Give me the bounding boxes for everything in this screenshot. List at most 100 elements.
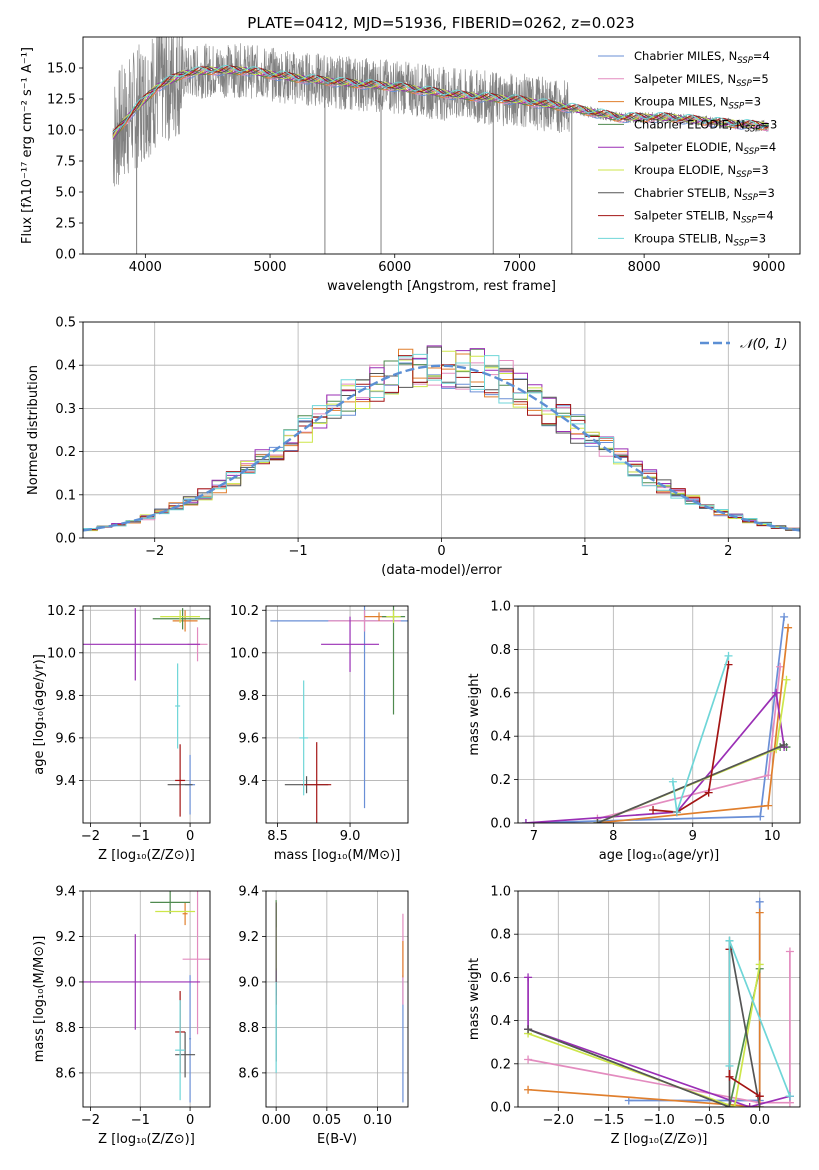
y-tick-label: 9.2 [55, 930, 76, 945]
plot-area [266, 606, 408, 823]
errorbar-point [175, 744, 186, 817]
x-tick-label: 8.5 [267, 829, 288, 844]
x-tick-label: 0.00 [262, 1113, 291, 1128]
weight-marker [730, 1103, 739, 1107]
errorbar-point [386, 610, 401, 624]
y-tick-label: 0.4 [490, 730, 511, 745]
weight-marker [755, 897, 764, 906]
x-axis-label: age [log₁₀(age/yr)] [599, 848, 720, 863]
x-tick-label: −2.0 [542, 1113, 574, 1128]
residual-histogram [83, 353, 800, 533]
weight-marker [780, 612, 789, 621]
plot-area [266, 891, 408, 1107]
y-tick-label: 9.4 [55, 885, 76, 900]
x-tick-label: 0.0 [749, 1113, 770, 1128]
x-tick-label: −2 [81, 1113, 100, 1128]
y-tick-label: 9.4 [238, 774, 259, 789]
weight-line [527, 977, 791, 1107]
plot-area [112, 37, 769, 254]
x-tick-label: 0 [186, 1113, 194, 1128]
y-tick-label: 9.6 [238, 731, 259, 746]
weight-marker [772, 688, 781, 697]
x-axis-label: Z [log₁₀(Z/Z⊙)] [611, 1132, 708, 1147]
errorbar-point [189, 975, 192, 1103]
x-axis-label: (data-model)/error [381, 563, 502, 578]
y-tick-label: 9.0 [55, 975, 76, 990]
y-tick-label: 0.4 [55, 359, 76, 374]
y-tick-label: 9.4 [55, 774, 76, 789]
weight-marker [524, 1055, 533, 1064]
x-tick-label: 0.05 [312, 1113, 341, 1128]
model-spectrum [112, 68, 769, 137]
axes-frame [517, 605, 801, 824]
model-spectrum [112, 67, 769, 139]
legend-entry: Chabrier MILES, NSSP=4 [634, 49, 770, 66]
errorbar-point [182, 891, 210, 1035]
weight-marker [725, 1072, 734, 1081]
y-tick-label: 9.6 [55, 731, 76, 746]
y-tick-label: 15.0 [47, 62, 76, 77]
weight-marker [725, 936, 734, 945]
y-tick-label: 9.4 [238, 885, 259, 900]
weight-line [525, 616, 785, 823]
x-tick-label: −2 [81, 829, 100, 844]
weight-marker [784, 623, 793, 632]
y-tick-label: 9.2 [238, 930, 259, 945]
weight-marker [780, 740, 789, 749]
x-tick-label: −0.5 [694, 1113, 726, 1128]
x-axis-label: Z [log₁₀(Z/Z⊙)] [98, 1132, 195, 1147]
model-spectrum [112, 65, 769, 135]
x-tick-label: 6000 [378, 260, 411, 275]
y-tick-label: 0.0 [55, 248, 76, 263]
weight-marker [524, 1025, 533, 1034]
normal-curve [83, 364, 800, 532]
axes-frame [82, 36, 801, 255]
plot-area [83, 891, 210, 1107]
model-spectrum [112, 64, 769, 133]
x-tick-label: −2 [145, 544, 164, 559]
x-tick-label: −1.0 [643, 1113, 675, 1128]
x-axis-label: mass [log₁₀(M/M⊙)] [274, 848, 401, 863]
x-tick-label: 7000 [503, 260, 536, 275]
plot-area [518, 891, 800, 1107]
y-axis-label: Flux [fλ10⁻¹⁷ erg cm⁻² s⁻¹ A⁻¹] [20, 47, 35, 244]
plot-area [83, 606, 210, 823]
y-tick-label: 0.0 [490, 1101, 511, 1116]
errorbar-point [83, 608, 201, 681]
panel-0: 4000 5000 6000 7000 8000 9000 0.0 2.5 5.0 7.5 10.0… [20, 36, 801, 294]
y-tick-label: 9.0 [238, 975, 259, 990]
weight-marker [776, 662, 785, 671]
x-tick-label: 8000 [628, 260, 661, 275]
axes-frame [82, 321, 801, 539]
weight-marker [725, 1103, 734, 1107]
errorbar-point [175, 1000, 186, 1101]
x-tick-label: −1 [131, 1113, 150, 1128]
x-tick-label: 9000 [752, 260, 785, 275]
y-tick-label: 2.5 [55, 217, 76, 232]
y-tick-label: 0.5 [55, 316, 76, 331]
weight-line [527, 940, 761, 1107]
y-tick-label: 0.8 [490, 928, 511, 943]
weight-line [527, 951, 791, 1104]
errorbar-point [302, 742, 332, 823]
errorbar-point [175, 1031, 196, 1078]
weight-line [597, 666, 781, 820]
y-axis-label: Normed distribution [26, 365, 41, 495]
legend-entry: Salpeter STELIB, NSSP=4 [634, 209, 774, 226]
y-tick-label: 8.6 [55, 1066, 76, 1081]
weight-marker [745, 1103, 754, 1107]
weight-marker [756, 812, 765, 821]
errorbar-point [83, 934, 201, 1030]
plot-area [83, 322, 800, 538]
weight-marker [524, 973, 533, 982]
legend-entry: Chabrier ELODIE, NSSP=3 [634, 117, 777, 134]
weight-marker [724, 651, 733, 660]
legend-entry: Salpeter MILES, NSSP=5 [634, 72, 769, 89]
weight-marker [668, 777, 677, 786]
panel-4: 7 8 9 10 0.0 0.2 0.4 0.6 0.8 1.0 age [log₁₀(age/yr… [467, 600, 801, 863]
axes-frame [265, 605, 409, 824]
x-axis-label: Z [log₁₀(Z/Z⊙)] [98, 848, 195, 863]
legend-entry: 𝒩(0, 1) [740, 337, 787, 352]
x-tick-label: −1 [289, 544, 308, 559]
x-tick-label: 0 [437, 544, 445, 559]
